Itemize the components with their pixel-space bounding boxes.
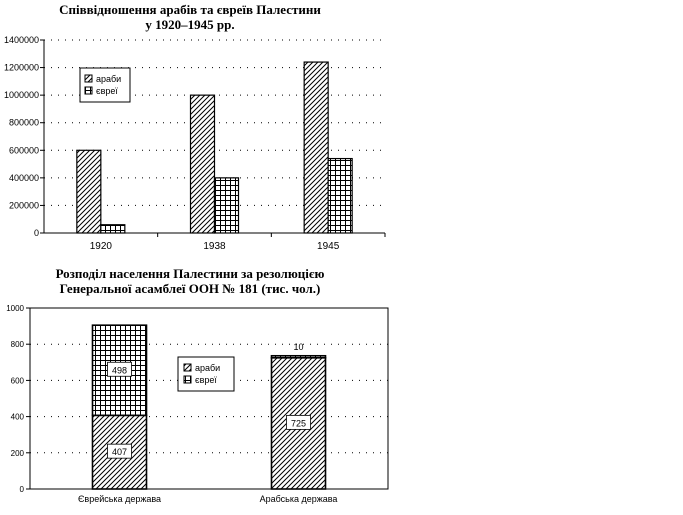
legend-swatch-араби — [84, 74, 93, 83]
y-tick-label: 400000 — [9, 173, 39, 183]
y-tick-label: 400 — [11, 413, 25, 422]
bar-араби-jewish-state — [91, 414, 148, 490]
chart1-title-line2: у 1920–1945 рр. — [145, 17, 235, 32]
y-tick-label: 1400000 — [4, 35, 39, 45]
y-tick-label: 200000 — [9, 200, 39, 210]
bar-араби-1920 — [76, 149, 102, 234]
x-tick-label: 1938 — [203, 241, 226, 252]
y-tick-label: 1200000 — [4, 63, 39, 73]
chart2-frame — [29, 307, 389, 490]
bar-євреї-arab-state — [270, 354, 327, 359]
legend-box — [79, 67, 131, 103]
legend-box — [177, 356, 235, 392]
legend-label-євреї: євреї — [96, 86, 118, 96]
y-tick-label: 1000 — [6, 304, 24, 313]
data-label: 725 — [291, 418, 306, 428]
data-label: 498 — [112, 365, 127, 375]
legend-label-араби: араби — [96, 74, 121, 84]
chart2-title: Розподіл населення Палестини за резолюці… — [40, 266, 340, 296]
bar-євреї-1938 — [213, 177, 240, 234]
chart2-title-line2: Генеральної асамблеї ООН № 181 (тис. чол… — [59, 281, 321, 296]
legend-swatch-араби — [183, 363, 192, 372]
data-label-box — [286, 414, 311, 430]
legend-swatch-євреї — [84, 86, 93, 95]
bar-євреї-1920 — [100, 224, 126, 234]
chart2-legend: араби євреї — [177, 356, 235, 392]
data-label: 10 — [293, 342, 303, 352]
y-tick-label: 800000 — [9, 118, 39, 128]
y-tick-label: 200 — [11, 449, 25, 458]
bar-араби-1938 — [189, 94, 216, 234]
data-label-box — [107, 443, 132, 459]
chart2-title-line1: Розподіл населення Палестини за резолюці… — [55, 266, 325, 281]
legend-label-євреї: євреї — [195, 375, 217, 385]
x-tick-label: Єврейська держава — [78, 494, 161, 504]
x-tick-label: 1920 — [90, 241, 113, 252]
bar-араби-arab-state — [270, 356, 327, 490]
y-tick-label: 1000000 — [4, 90, 39, 100]
chart1-plot: 0 200000 400000 600000 800000 1000000 1200000 1… — [4, 35, 386, 252]
y-tick-label: 0 — [20, 485, 25, 494]
chart1-title: Співвідношення арабів та євреїв Палестин… — [40, 2, 340, 32]
y-tick-label: 600000 — [9, 145, 39, 155]
data-label-box — [107, 361, 132, 377]
chart1-title-line1: Співвідношення арабів та євреїв Палестин… — [59, 2, 321, 17]
legend-label-араби: араби — [195, 363, 220, 373]
bar-євреї-1945 — [327, 157, 353, 234]
x-tick-label: 1945 — [317, 241, 340, 252]
y-tick-label: 0 — [34, 228, 39, 238]
y-tick-label: 800 — [11, 340, 25, 349]
chart1-legend: араби євреї — [79, 67, 131, 103]
data-label: 407 — [112, 447, 127, 457]
bar-євреї-jewish-state — [91, 324, 148, 417]
legend-swatch-євреї — [183, 375, 192, 384]
bar-араби-1945 — [303, 61, 329, 234]
y-tick-label: 600 — [11, 376, 25, 385]
x-tick-label: Арабська держава — [260, 494, 338, 504]
